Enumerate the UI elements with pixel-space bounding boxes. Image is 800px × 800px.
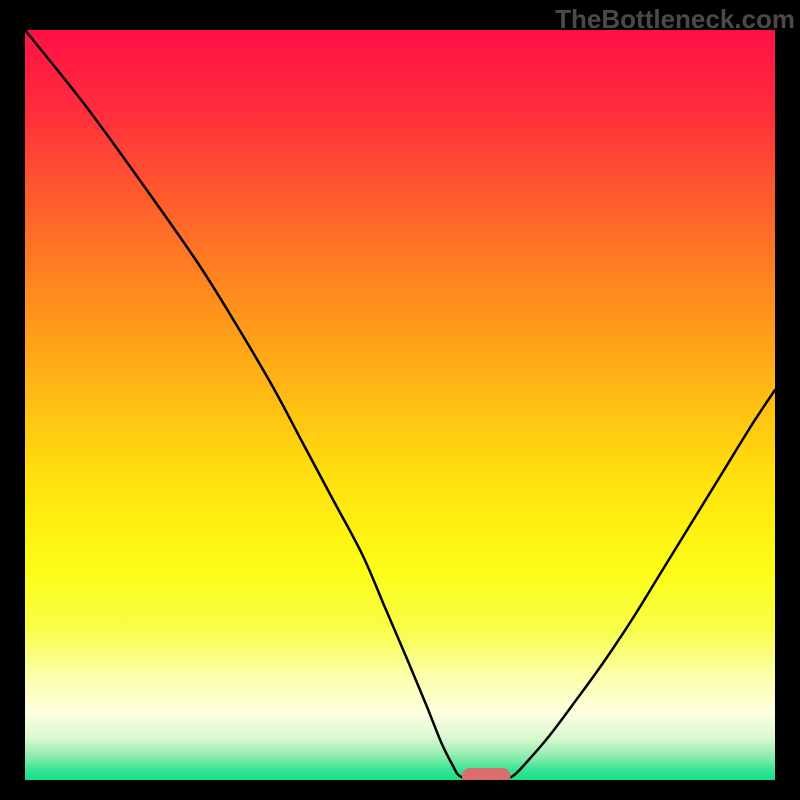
bottleneck-curve <box>25 30 775 780</box>
watermark-text: TheBottleneck.com <box>555 4 795 35</box>
optimal-marker <box>462 768 511 780</box>
bottleneck-chart <box>25 30 775 780</box>
